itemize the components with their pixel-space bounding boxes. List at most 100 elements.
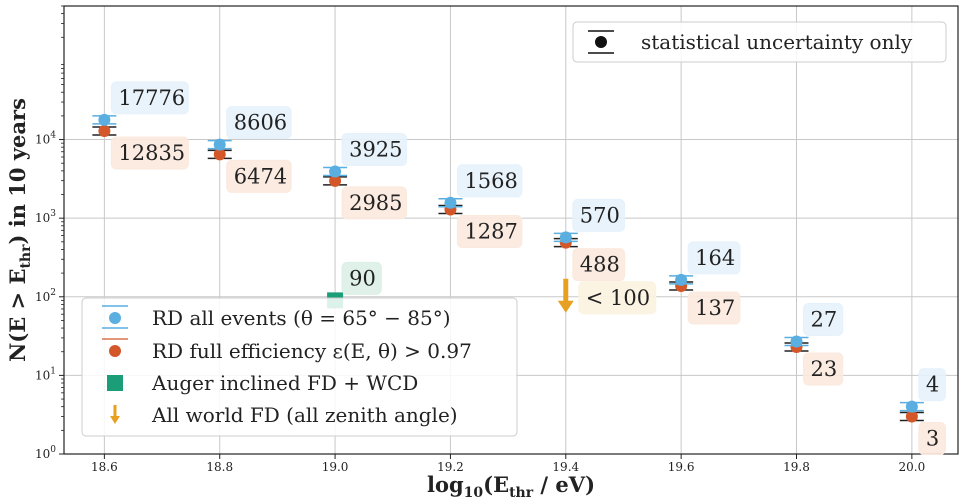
x-tick-label: 19.6 <box>668 460 695 474</box>
blue-data-label-group: 164 <box>687 241 741 275</box>
red-data-label-box <box>572 248 626 282</box>
x-tick-label: 18.6 <box>91 460 118 474</box>
blue-point <box>213 138 226 151</box>
uncertainty-legend-text: statistical uncertainty only <box>641 30 913 54</box>
red-data-label-box <box>341 186 407 220</box>
red-data-label: 6474 <box>234 164 287 188</box>
uncertainty-legend-frame <box>572 21 947 63</box>
blue-data-label-group: 3925 <box>341 132 407 166</box>
y-tick-label: 102 <box>35 288 56 304</box>
blue-point <box>790 335 803 348</box>
legend-entry: Auger inclined FD + WCD <box>151 371 418 395</box>
blue-data-label-box <box>341 132 407 166</box>
red-data-label-box <box>803 352 844 386</box>
red-point <box>329 174 342 187</box>
red-data-label-box <box>918 421 946 455</box>
legend-entry: RD all events (θ = 65° − 85°) <box>152 306 451 330</box>
blue-data-label: 17776 <box>118 86 185 110</box>
blue-data-label-box <box>572 198 626 232</box>
blue-data-label-box <box>110 81 189 115</box>
blue-point <box>675 273 688 286</box>
red-data-label-group: 12835 <box>110 136 189 170</box>
blue-point <box>98 113 111 126</box>
red-data-label: 137 <box>695 296 735 320</box>
green-data-label-box <box>341 261 382 295</box>
red-data-label-group: 23 <box>803 352 844 386</box>
y-tick-label: 101 <box>35 366 56 382</box>
y-axis-label: N(E > Ethr) in 10 years <box>5 98 34 362</box>
red-data-label: 3 <box>926 426 939 450</box>
blue-data-label-box <box>687 241 741 275</box>
red-data-label-group: 2985 <box>341 186 407 220</box>
orange-data-label-box <box>578 281 657 315</box>
y-axis-ticks: 100 101 102 103 104 <box>35 5 64 461</box>
red-data-label-group: 3 <box>918 421 946 455</box>
blue-point <box>329 165 342 178</box>
x-axis-label: log10(Ethr / eV) <box>427 472 595 500</box>
legend-marker-blue <box>109 312 121 324</box>
blue-data-label-box <box>918 368 946 402</box>
blue-data-label: 570 <box>580 203 620 227</box>
red-point <box>98 125 111 138</box>
red-data-label-box <box>687 291 741 325</box>
red-data-label: 488 <box>580 253 620 277</box>
blue-data-label-group: 17776 <box>110 81 189 115</box>
blue-data-label-group: 570 <box>572 198 626 232</box>
blue-point <box>905 400 918 413</box>
blue-data-label-group: 27 <box>803 302 844 336</box>
red-point <box>213 148 226 161</box>
legend-marker-green <box>107 375 123 391</box>
red-data-label: 12835 <box>118 141 185 165</box>
blue-data-label: 1568 <box>464 169 517 193</box>
blue-data-label-group: 1568 <box>456 164 523 198</box>
red-data-label-box <box>110 136 189 170</box>
blue-data-label-group: 4 <box>918 368 946 402</box>
blue-data-label-box <box>226 106 292 140</box>
legend: RD all events (θ = 65° − 85°) RD full eff… <box>81 297 518 437</box>
green-data-label-group: 90 <box>341 261 382 295</box>
blue-data-label: 4 <box>926 373 939 397</box>
legend-marker-red <box>109 345 121 357</box>
red-data-label-group: 488 <box>572 248 626 282</box>
blue-data-label: 164 <box>695 246 735 270</box>
red-data-label-group: 1287 <box>456 215 523 249</box>
x-tick-label: 19.2 <box>437 460 464 474</box>
x-tick-label: 19.8 <box>783 460 810 474</box>
y-tick-label: 100 <box>35 445 56 461</box>
data-marks: 12835 6474 2985 1287 488 137 23 3 17776 8606 3925 1… <box>92 81 946 455</box>
red-data-label-box <box>456 215 523 249</box>
blue-data-label-group: 8606 <box>226 106 292 140</box>
red-data-label-group: 137 <box>687 291 741 325</box>
red-data-label: 2985 <box>349 191 402 215</box>
red-data-label-box <box>226 159 292 193</box>
legend-frame <box>81 297 518 437</box>
green-data-label: 90 <box>349 266 376 290</box>
blue-data-label: 8606 <box>234 111 287 135</box>
blue-point <box>444 196 457 209</box>
x-tick-label: 19.0 <box>322 460 349 474</box>
uncertainty-legend: statistical uncertainty only <box>572 21 947 63</box>
x-tick-label: 19.4 <box>552 460 579 474</box>
blue-point <box>559 231 572 244</box>
y-tick-label: 104 <box>35 131 56 147</box>
uncertainty-legend-marker <box>595 36 607 48</box>
x-axis-ticks: 18.6 18.8 19.0 19.2 19.4 19.6 19.8 20.0 <box>91 454 925 474</box>
red-data-label-group: 6474 <box>226 159 292 193</box>
legend-entry: All world FD (all zenith angle) <box>151 403 458 427</box>
red-point <box>905 410 918 423</box>
orange-data-label: < 100 <box>586 286 650 310</box>
orange-arrow-head <box>557 300 574 313</box>
legend-entry: RD full efficiency ε(E, θ) > 0.97 <box>152 339 472 363</box>
red-data-label: 23 <box>811 357 838 381</box>
y-tick-label: 103 <box>35 209 56 225</box>
x-tick-label: 20.0 <box>898 460 925 474</box>
blue-data-label: 27 <box>811 307 838 331</box>
legend-marker-orange-head <box>110 416 120 424</box>
blue-data-label: 3925 <box>349 137 402 161</box>
blue-data-label-box <box>803 302 844 336</box>
red-data-label: 1287 <box>464 220 517 244</box>
blue-data-label-box <box>456 164 523 198</box>
x-tick-label: 18.8 <box>206 460 233 474</box>
orange-data-label-group: < 100 <box>578 281 657 315</box>
